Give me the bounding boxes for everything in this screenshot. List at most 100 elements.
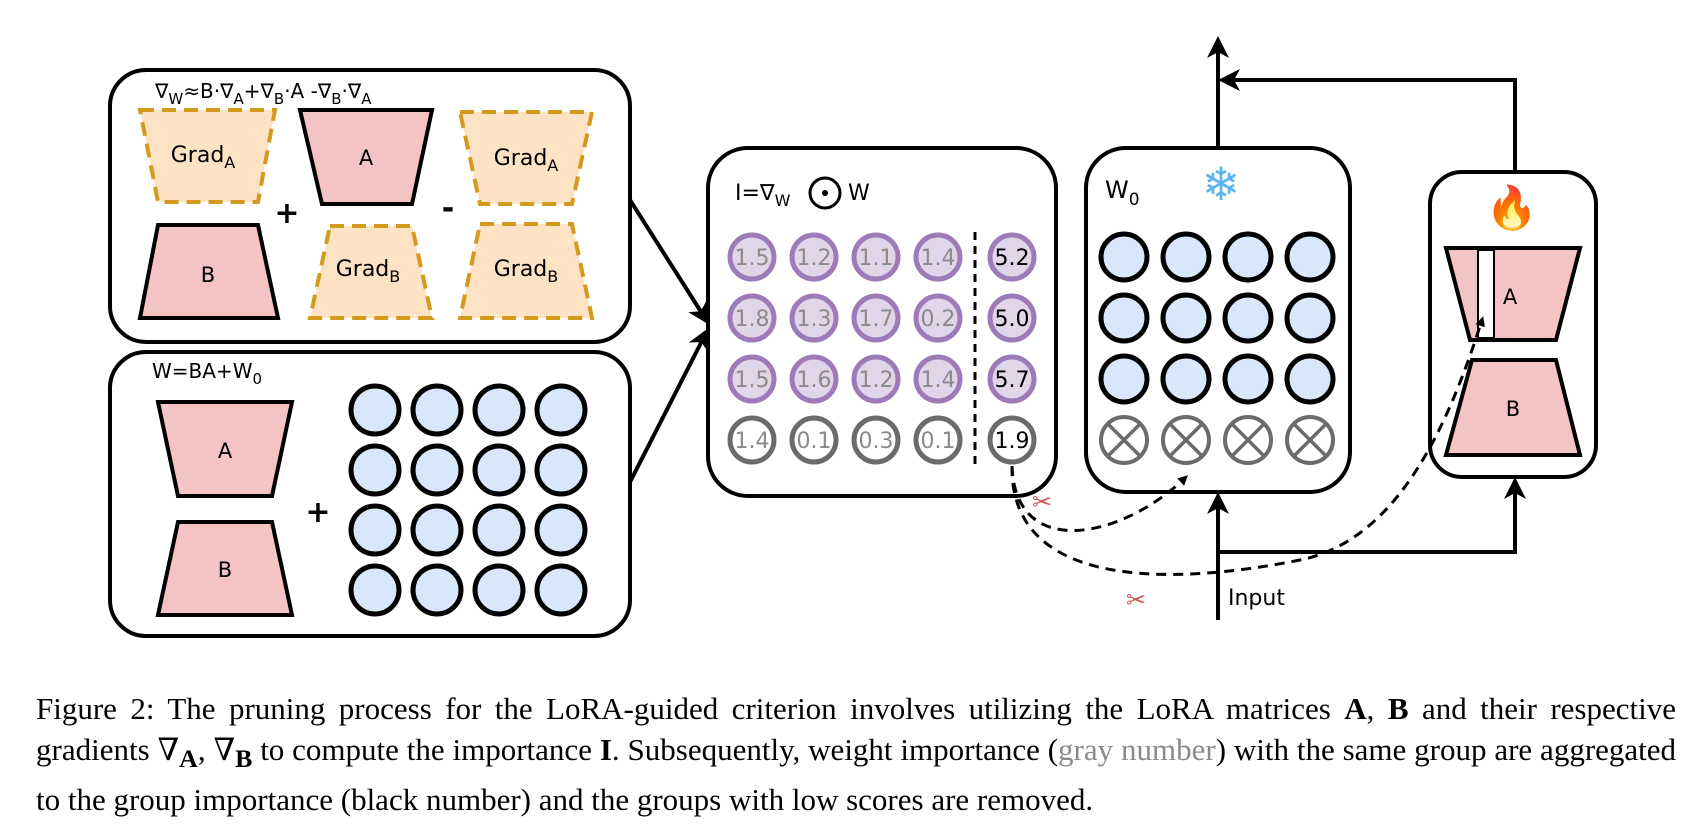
pruned-column — [1477, 249, 1495, 339]
figure-caption: Figure 2: The pruning process for the Lo… — [36, 688, 1676, 820]
frozen-weight-node — [1160, 353, 1212, 405]
caption-gray-number: gray number — [1058, 732, 1216, 767]
weight-importance-node — [851, 232, 901, 282]
caption-text: . Subsequently, weight importance ( — [611, 732, 1059, 767]
group-importance-node — [987, 415, 1037, 465]
weight-importance-node — [727, 415, 777, 465]
weight-node — [472, 503, 526, 557]
weight-importance-node — [789, 415, 839, 465]
frozen-weight-node — [1160, 231, 1212, 283]
weight-importance-value: 0.3 — [859, 429, 894, 454]
group-importance-value: 5.2 — [995, 246, 1030, 271]
weight-importance-node — [727, 232, 777, 282]
weight-importance-value: 1.5 — [735, 368, 770, 393]
grad-a-block-right: GradA — [457, 110, 595, 206]
weight-node — [534, 503, 588, 557]
input-label: Input — [1228, 586, 1285, 611]
frozen-weight-node — [1098, 292, 1150, 344]
frozen-panel-title: W0 — [1105, 176, 1140, 210]
weight-importance-value: 1.5 — [735, 246, 770, 271]
fire-icon: 🔥 — [1486, 183, 1538, 232]
group-importance-value: 1.9 — [995, 429, 1030, 454]
prune-path-to-w0 — [1010, 465, 1188, 532]
weight-importance-node — [851, 354, 901, 404]
weight-importance-value: 1.7 — [859, 307, 894, 332]
weight-importance-node — [727, 354, 777, 404]
weight-importance-node — [789, 293, 839, 343]
group-importance-value: 5.7 — [995, 368, 1030, 393]
weight-node — [472, 383, 526, 437]
weight-node — [348, 383, 402, 437]
frozen-node-grid — [1098, 231, 1336, 465]
weight-to-importance-arrow — [628, 327, 709, 483]
svg-text:GradB: GradB — [494, 257, 559, 286]
weight-importance-value: 1.3 — [797, 307, 832, 332]
frozen-weight-node — [1098, 231, 1150, 283]
weight-node — [472, 443, 526, 497]
a-matrix-label: A — [359, 146, 374, 170]
group-importance-node — [987, 232, 1037, 282]
weight-node — [348, 563, 402, 617]
weight-importance-value: 0.1 — [921, 429, 956, 454]
frozen-weight-node — [1160, 292, 1212, 344]
group-importance-node — [987, 354, 1037, 404]
weight-importance-node — [789, 232, 839, 282]
weight-importance-node — [913, 293, 963, 343]
weight-formula: W=BA+W0 — [152, 359, 262, 388]
caption-text: ) with the same group are aggregated to … — [36, 732, 1677, 818]
weight-importance-value: 0.1 — [797, 429, 832, 454]
weight-panel: W=BA+W0 A B + — [108, 350, 632, 638]
caption-text: Figure 2: The pruning process for the Lo… — [36, 691, 1345, 726]
weight-node — [410, 383, 464, 437]
lora-b-matrix: B — [1443, 358, 1583, 457]
frozen-weight-node — [1098, 353, 1150, 405]
weight-node — [348, 503, 402, 557]
weight-node — [410, 503, 464, 557]
a-matrix-label: A — [1503, 285, 1518, 309]
snowflake-icon: ❄ — [1202, 157, 1241, 211]
weight-node — [410, 443, 464, 497]
connectors: Input ✂ ✂ — [628, 36, 1526, 620]
a-matrix-top: A — [297, 108, 435, 206]
weight-importance-value: 1.4 — [921, 246, 956, 271]
caption-matrix-a: A — [1344, 691, 1367, 726]
plus-sign: + — [305, 495, 330, 530]
b-matrix-bottom: B — [155, 520, 295, 617]
b-matrix-label: B — [1506, 397, 1520, 421]
grad-b-block-center: GradB — [307, 224, 435, 320]
scissors-icon: ✂ — [1126, 586, 1146, 614]
weight-importance-node — [851, 293, 901, 343]
weight-node — [534, 443, 588, 497]
a-matrix-bottom: A — [155, 400, 295, 498]
group-importance-value: 5.0 — [995, 307, 1030, 332]
caption-text: to compute the importance — [252, 732, 600, 767]
gradient-formula: ∇W≈B·∇A+∇B·A -∇B·∇A — [154, 79, 372, 108]
weight-importance-value: 1.1 — [859, 246, 894, 271]
weight-node — [534, 383, 588, 437]
caption-matrix-b: B — [1387, 691, 1409, 726]
lora-output-line — [1218, 69, 1517, 170]
caption-sub: B — [235, 744, 253, 774]
frozen-weight-panel: W0 ❄ — [1084, 146, 1352, 494]
importance-formula: I=∇W — [735, 181, 791, 210]
b-matrix-label: B — [201, 263, 215, 287]
weight-importance-node — [851, 415, 901, 465]
pruning-diagram: ∇W≈B·∇A+∇B·A -∇B·∇A GradA B + A GradB - … — [108, 36, 1598, 638]
weight-importance-node — [913, 232, 963, 282]
svg-text:GradA: GradA — [494, 146, 559, 175]
weight-importance-value: 1.8 — [735, 307, 770, 332]
weight-importance-node — [727, 293, 777, 343]
lora-panel: 🔥 A B — [1428, 170, 1598, 479]
weight-node — [410, 563, 464, 617]
pruned-node-cross — [1230, 422, 1266, 458]
hadamard-dot — [822, 190, 828, 196]
group-importance-node — [987, 293, 1037, 343]
frozen-weight-node — [1284, 292, 1336, 344]
weight-importance-value: 1.6 — [797, 368, 832, 393]
weight-node — [534, 563, 588, 617]
weight-node — [472, 563, 526, 617]
caption-nabla: ∇ — [157, 732, 180, 767]
prune-path-to-lora — [1010, 316, 1485, 576]
weight-importance-value: 0.2 — [921, 307, 956, 332]
gradient-to-importance-arrow — [628, 198, 710, 325]
